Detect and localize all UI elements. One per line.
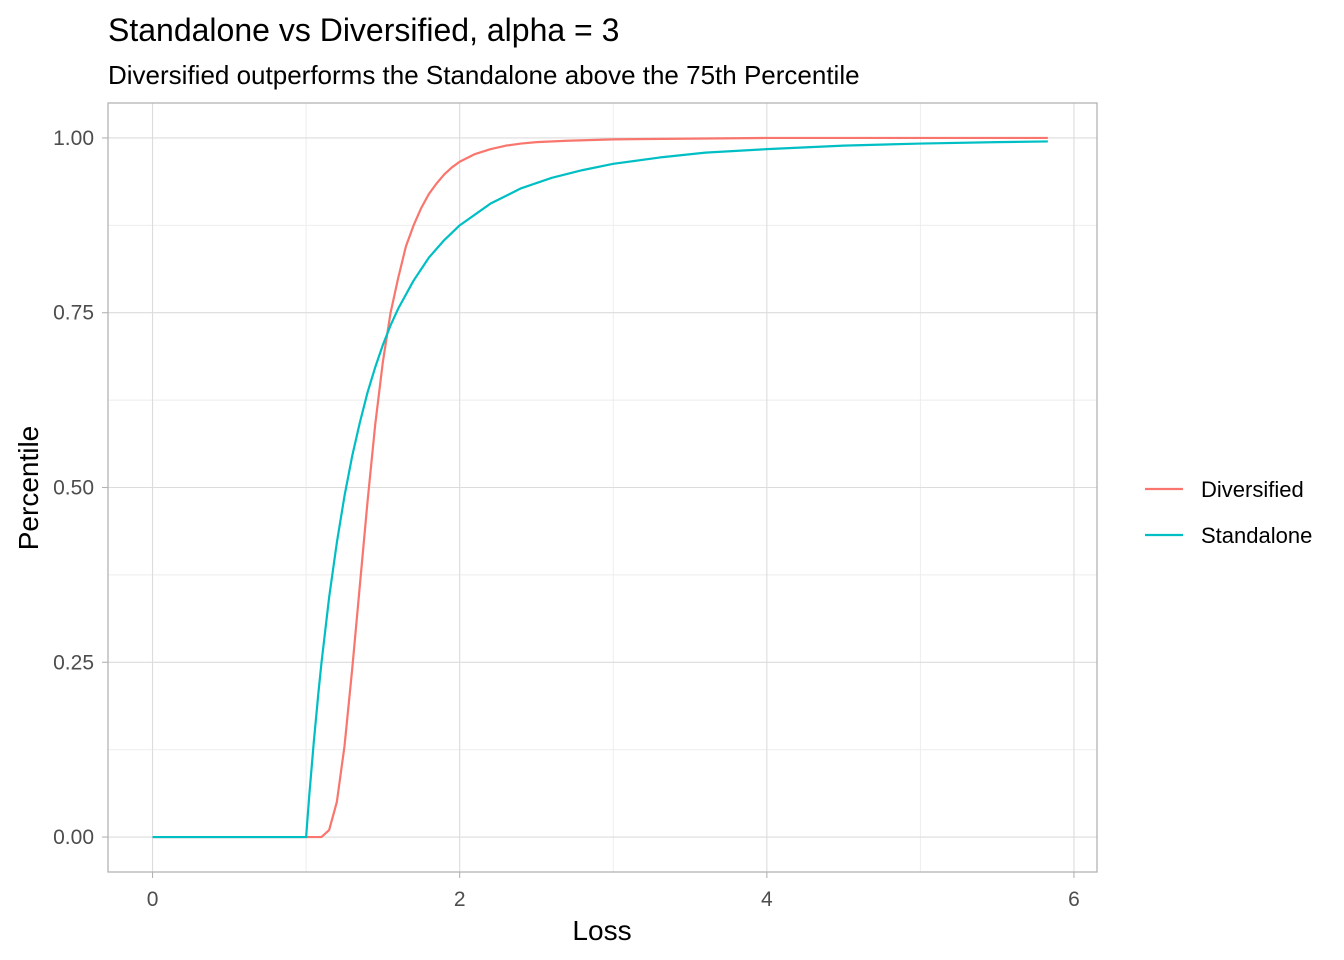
chart-title: Standalone vs Diversified, alpha = 3 [108,12,619,48]
y-tick-label: 0.00 [53,826,94,849]
x-tick-label: 0 [147,888,159,911]
y-tick-label: 0.25 [53,651,94,674]
y-axis-title: Percentile [13,426,44,551]
ticks: 0 2 4 6 0.00 0.25 0.50 0.75 1.00 [53,127,1080,911]
x-axis-title: Loss [572,915,631,946]
series-line-diversified [152,136,1048,839]
series-layer [152,136,1048,839]
grid [108,103,1097,872]
x-tick-label: 2 [454,888,466,911]
y-tick-label: 0.75 [53,302,94,325]
x-tick-label: 6 [1068,888,1080,911]
y-tick-label: 0.50 [53,477,94,500]
chart-subtitle: Diversified outperforms the Standalone a… [108,60,860,90]
series-line-standalone [152,140,1048,839]
legend: Diversified Standalone [1145,477,1312,548]
legend-label-diversified: Diversified [1201,477,1304,502]
x-tick-label: 4 [761,888,773,911]
legend-label-standalone: Standalone [1201,523,1312,548]
y-tick-label: 1.00 [53,127,94,150]
